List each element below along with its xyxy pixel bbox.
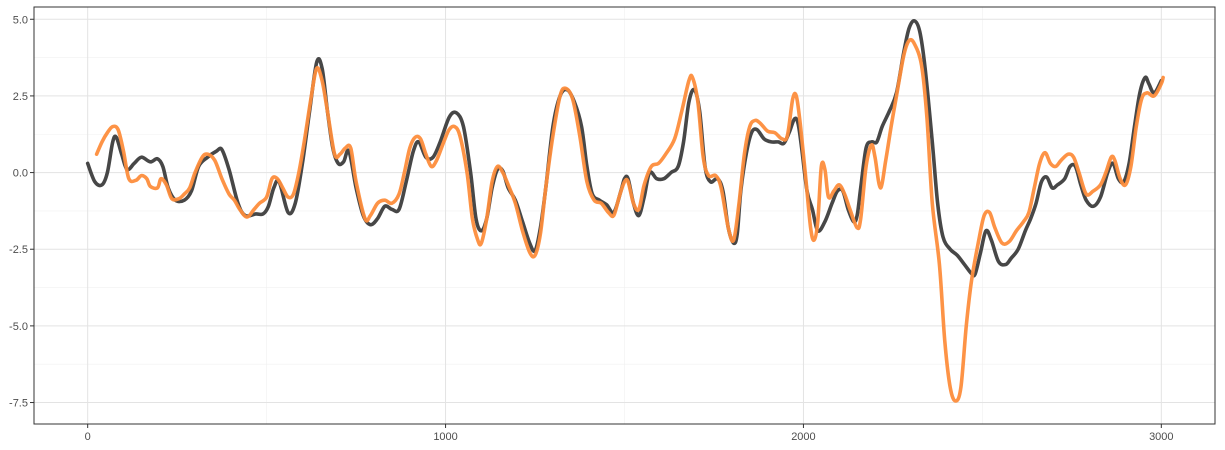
y-tick-label: -2.5 — [9, 244, 28, 256]
x-tick-label: 1000 — [433, 431, 457, 443]
series-line-1 — [85, 18, 1164, 278]
y-tick-label: 0.0 — [13, 168, 28, 180]
axes: 0 1000 2000 3000 5.0 2.5 0.0 -2.5 -5.0 -7.5 — [9, 14, 1174, 443]
x-tick-label: 0 — [85, 431, 91, 443]
y-tick-label: -7.5 — [9, 398, 28, 410]
x-tick-label: 2000 — [791, 431, 815, 443]
y-tick-label: 2.5 — [13, 91, 28, 103]
y-tick-label: -5.0 — [9, 321, 28, 333]
x-tick-label: 3000 — [1149, 431, 1173, 443]
series-lines — [85, 18, 1165, 403]
series-line-2 — [94, 37, 1165, 403]
y-tick-label: 5.0 — [13, 14, 28, 26]
grid — [34, 7, 1215, 424]
panel-border — [33, 6, 1216, 425]
